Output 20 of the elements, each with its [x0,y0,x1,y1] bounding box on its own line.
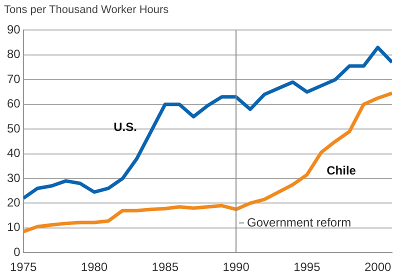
y-tick-label: 90 [6,22,21,37]
y-tick-label: 30 [6,170,21,185]
y-tick-label: 60 [6,96,21,111]
y-tick-label: 0 [14,244,21,259]
y-tick-label: 10 [6,220,21,234]
y-axis-title: Tons per Thousand Worker Hours [3,3,170,18]
series-label: U.S. [114,120,137,134]
x-tick-label: 1975 [10,260,38,274]
x-tick-label: 2000 [364,260,392,274]
y-tick-label: 80 [6,47,21,62]
y-tick-label: 40 [6,146,21,160]
series-label: Chile [326,164,356,178]
y-tick-label: 70 [6,72,21,86]
x-tick-label: 1995 [294,260,321,274]
ref-line-label: Government reform [247,215,352,230]
x-tick-label: 1990 [222,260,250,274]
x-tick-label: 1985 [152,260,179,274]
y-tick-label: 50 [6,121,21,136]
x-tick-label: 1980 [80,260,108,274]
y-tick-label: 20 [6,195,21,210]
